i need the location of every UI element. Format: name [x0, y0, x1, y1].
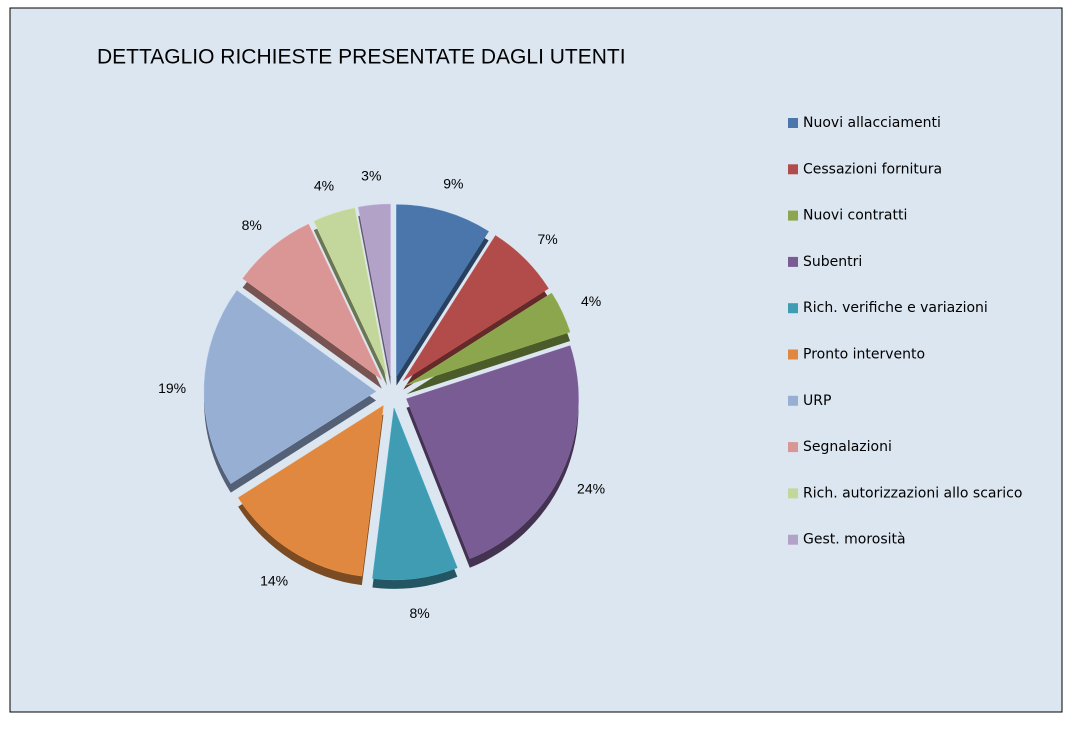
- data-label: 9%: [443, 175, 463, 191]
- chart-title: DETTAGLIO RICHIESTE PRESENTATE DAGLI UTE…: [97, 46, 626, 69]
- legend-swatch: [788, 256, 798, 267]
- slice: [372, 407, 458, 581]
- data-label: 8%: [242, 217, 262, 233]
- data-label: 19%: [158, 380, 186, 396]
- data-label: 3%: [361, 168, 381, 184]
- legend-swatch: [788, 534, 798, 545]
- legend-label: Rich. verifiche e variazioni: [803, 300, 988, 316]
- data-label: 4%: [314, 177, 334, 193]
- slice: [237, 405, 384, 577]
- data-label: 24%: [577, 480, 605, 496]
- slice: [203, 290, 377, 485]
- legend-swatch: [788, 349, 798, 360]
- slice: [406, 345, 579, 560]
- legend-label: URP: [803, 393, 831, 409]
- legend-label: Segnalazioni: [803, 439, 892, 455]
- legend-swatch: [788, 164, 798, 175]
- data-label: 4%: [581, 293, 601, 309]
- legend-swatch: [788, 442, 798, 453]
- legend-label: Subentri: [803, 254, 862, 270]
- legend-label: Gest. morosità: [803, 532, 906, 548]
- legend-label: Pronto intervento: [803, 347, 925, 363]
- legend-swatch: [788, 395, 798, 406]
- legend-label: Nuovi allacciamenti: [803, 115, 941, 131]
- legend-swatch: [788, 488, 798, 499]
- data-label: 7%: [537, 231, 557, 247]
- legend-label: Cessazioni fornitura: [803, 161, 942, 177]
- legend-swatch: [788, 118, 798, 128]
- slice: [357, 203, 391, 377]
- slice: [403, 235, 549, 381]
- legend-swatch: [788, 303, 798, 314]
- slice: [406, 292, 571, 386]
- legend-swatch: [788, 210, 798, 221]
- legend-label: Nuovi contratti: [803, 208, 907, 224]
- slice: [242, 223, 383, 380]
- legend-label: Rich. autorizzazioni allo scarico: [803, 485, 1022, 501]
- data-label: 14%: [260, 572, 288, 588]
- slice: [313, 207, 388, 377]
- slice: [396, 204, 489, 378]
- data-label: 8%: [409, 605, 429, 621]
